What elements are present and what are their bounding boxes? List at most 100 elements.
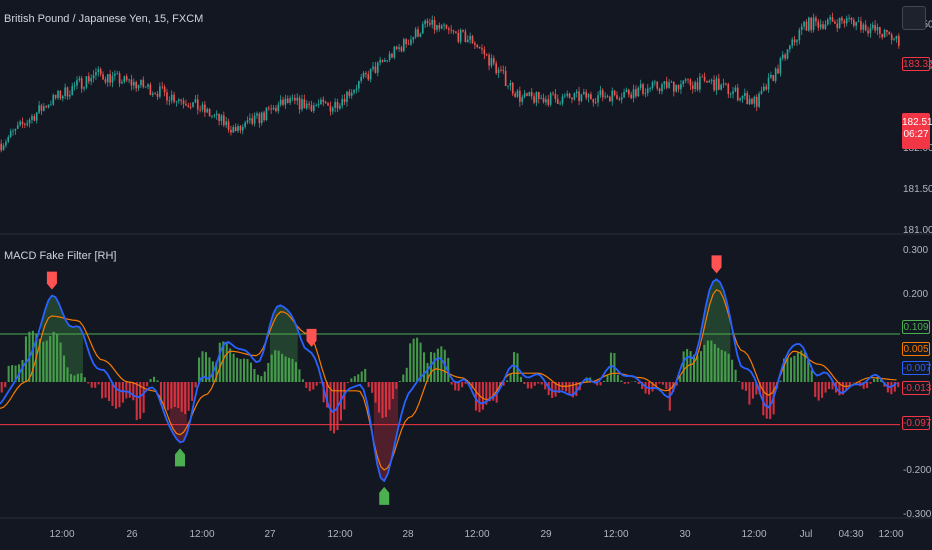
histogram-bar — [284, 356, 287, 382]
histogram-bar — [672, 382, 675, 393]
sell-signal-marker[interactable] — [46, 271, 57, 290]
histogram-bar — [755, 382, 758, 395]
histogram-bar — [616, 374, 619, 382]
time-tick-label: 26 — [126, 529, 138, 540]
histogram-bar — [807, 359, 810, 382]
histogram-bar — [405, 367, 408, 382]
histogram-bar — [554, 382, 557, 397]
candle-body — [883, 29, 886, 38]
time-tick-label: 12:00 — [878, 529, 903, 540]
histogram-bar — [897, 382, 900, 388]
candle-body — [566, 93, 569, 96]
candle-body — [871, 24, 874, 28]
histogram-bar — [796, 352, 799, 382]
histogram-bar — [149, 379, 152, 382]
candle-body — [485, 54, 488, 56]
histogram-bar — [530, 382, 533, 389]
candle-body — [322, 99, 325, 102]
histogram-bar — [848, 382, 851, 386]
candle-body — [746, 93, 749, 105]
histogram-bar — [163, 382, 166, 410]
histogram-bar — [824, 382, 827, 393]
indicator-axis: 0.300 0.200 -0.200 -0.300 — [903, 245, 932, 520]
candle-body — [419, 33, 422, 37]
histogram-bar — [440, 346, 443, 382]
histogram-bar — [627, 382, 630, 384]
candle-body — [289, 98, 291, 103]
candle-body — [185, 103, 187, 106]
chart-settings-button[interactable] — [902, 6, 926, 30]
candle-body — [50, 104, 52, 106]
histogram-bar — [322, 382, 325, 403]
candle-body — [736, 87, 739, 101]
histogram-bar — [703, 344, 706, 382]
candle-body — [440, 25, 443, 29]
candle-body — [130, 79, 133, 86]
histogram-bar — [658, 382, 661, 384]
candle-body — [765, 86, 768, 90]
candle-body — [514, 93, 516, 97]
buy-signal-marker[interactable] — [379, 486, 390, 505]
histogram-bar — [360, 371, 363, 382]
candle-body — [31, 116, 33, 120]
histogram-bar — [606, 374, 609, 382]
histogram-bar — [173, 382, 176, 407]
histogram-bar — [87, 382, 90, 384]
candle-body — [116, 73, 119, 75]
candle-body — [350, 92, 353, 96]
histogram-bar — [52, 331, 55, 382]
candle-body — [412, 37, 415, 40]
candle-body — [170, 94, 173, 101]
candle-body — [540, 97, 543, 99]
histogram-bar — [104, 382, 107, 398]
candle-body — [407, 44, 410, 45]
histogram-bar — [24, 336, 27, 382]
histogram-bar — [384, 382, 387, 418]
sell-signal-marker[interactable] — [306, 328, 317, 347]
candle-body — [537, 91, 540, 99]
histogram-bar — [651, 382, 654, 392]
histogram-bar — [779, 380, 782, 382]
candle-body — [272, 107, 275, 110]
candle-body — [601, 90, 604, 98]
macd-line — [0, 278, 898, 483]
candle-body — [282, 99, 284, 105]
candle-body — [35, 112, 38, 121]
histogram-bar — [537, 382, 540, 384]
buy-signal-marker[interactable] — [175, 448, 185, 467]
candle-body — [490, 58, 493, 66]
candle-body — [789, 45, 791, 50]
indicator-pane[interactable] — [0, 255, 900, 505]
indicator-title[interactable]: MACD Fake Filter [RH] — [4, 250, 117, 262]
candle-body — [803, 21, 805, 27]
histogram-bar — [218, 342, 221, 382]
histogram-bar — [544, 382, 547, 390]
candle-body — [177, 99, 180, 102]
candle-body — [474, 43, 476, 45]
candle-body — [69, 95, 71, 97]
candle-body — [838, 17, 841, 28]
candle-body — [580, 94, 583, 101]
candle-body — [656, 81, 659, 89]
sell-signal-marker[interactable] — [711, 255, 722, 274]
candle-body — [609, 96, 611, 102]
candle-body — [616, 95, 618, 99]
candle-body — [623, 92, 625, 98]
candle-body — [533, 96, 535, 103]
histogram-bar — [191, 382, 194, 401]
price-pane[interactable] — [0, 12, 900, 153]
candle-body — [708, 80, 711, 83]
symbol-title[interactable]: British Pound / Japanese Yen, 15, FXCM — [4, 13, 204, 25]
candle-body — [149, 84, 152, 95]
histogram-bar — [222, 341, 225, 382]
histogram-bar — [118, 382, 121, 408]
histogram-bar — [7, 365, 10, 382]
candle-body — [9, 131, 12, 137]
time-axis[interactable]: 12:00 26 12:00 27 12:00 28 12:00 29 12:00 30 12:00… — [0, 517, 932, 540]
signal-value: 0.005 — [902, 342, 930, 356]
histogram-bar — [828, 382, 831, 390]
candle-body — [483, 49, 486, 55]
time-tick-label: Jul — [800, 529, 813, 540]
candle-body — [398, 47, 400, 49]
